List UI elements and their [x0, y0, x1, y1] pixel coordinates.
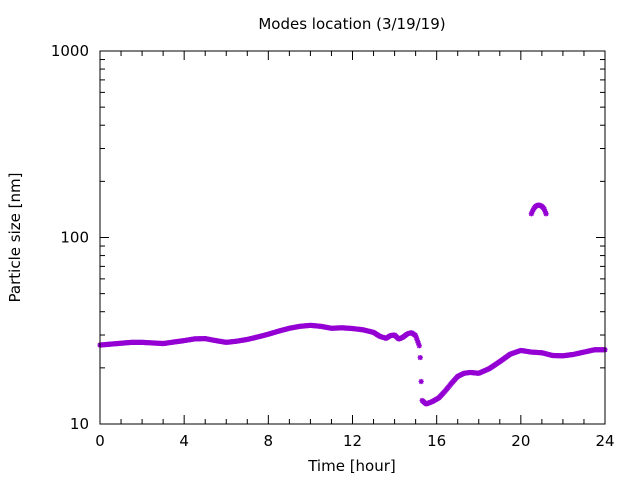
y-tick-label: 10: [70, 415, 89, 433]
x-tick-label: 0: [95, 432, 105, 450]
data-point: [541, 206, 547, 212]
data-point: [542, 208, 548, 215]
plot-marks: [97, 202, 608, 407]
x-tick-labels: 0 4 8 12 16 20 24: [95, 432, 614, 450]
y-tick-labels: 10 100 1000: [51, 42, 89, 433]
axis-ticks: [99, 50, 606, 425]
x-tick-label: 4: [179, 432, 189, 450]
data-series-2: [528, 202, 549, 217]
data-point: [415, 340, 421, 346]
x-tick-label: 16: [427, 432, 446, 450]
data-point: [418, 378, 424, 385]
x-tick-label: 20: [511, 432, 530, 450]
data-point: [528, 211, 534, 217]
x-tick-label: 12: [343, 432, 362, 450]
x-tick-label: 24: [595, 432, 614, 450]
data-point: [543, 211, 549, 217]
y-tick-label: 1000: [51, 42, 89, 60]
x-axis-label: Time [hour]: [307, 457, 396, 475]
data-point: [416, 343, 422, 349]
data-series-1: [97, 322, 608, 407]
chart-title: Modes location (3/19/19): [258, 15, 445, 33]
data-point: [529, 209, 535, 215]
data-point: [413, 335, 420, 341]
data-point: [417, 354, 423, 361]
y-axis-label: Particle size [nm]: [6, 173, 24, 303]
data-point: [414, 337, 421, 344]
x-tick-label: 8: [264, 432, 274, 450]
plot-frame: [99, 50, 606, 425]
y-tick-label: 100: [60, 229, 89, 247]
data-point: [412, 332, 419, 339]
